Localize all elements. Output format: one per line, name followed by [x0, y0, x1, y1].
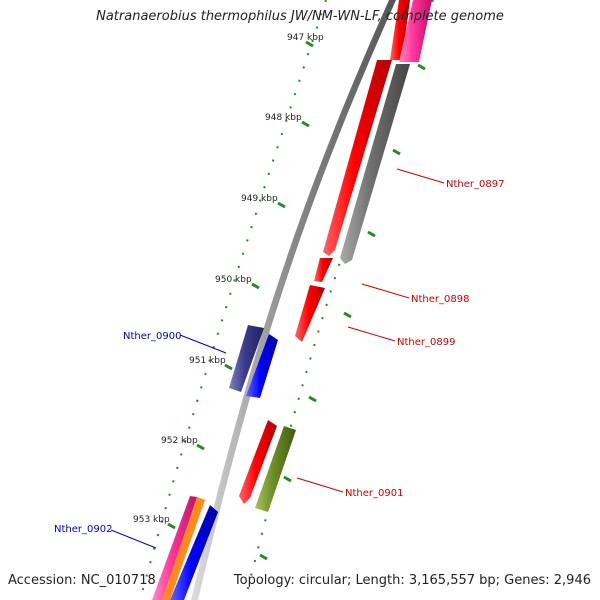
gene-nther-0898[interactable]	[314, 258, 333, 282]
gene-nther-0901-olive[interactable]	[255, 426, 296, 512]
gene-label-nther-0901[interactable]: Nther_0901	[345, 488, 403, 499]
scale-major-ticks	[167, 40, 314, 530]
gene-nther-0899[interactable]	[295, 285, 325, 342]
gene-label-nther-0897[interactable]: Nther_0897	[446, 179, 504, 190]
scale-label-951: 951 kbp	[189, 356, 226, 366]
accession-text: Accession: NC_010718	[8, 573, 156, 588]
gene-label-nther-0899[interactable]: Nther_0899	[397, 337, 455, 348]
gene-leader-lines	[110, 168, 445, 549]
scale-major-ticks-outer	[259, 63, 426, 561]
scale-label-949: 949 kbp	[241, 194, 278, 204]
gene-label-nther-0898[interactable]: Nther_0898	[411, 294, 469, 305]
gene-label-nther-0900[interactable]: Nther_0900	[123, 331, 181, 342]
gene-nther-0902-blue[interactable]	[170, 505, 218, 600]
topology-summary: Topology: circular; Length: 3,165,557 bp…	[233, 573, 591, 588]
scale-label-948: 948 kbp	[265, 113, 302, 123]
scale-label-953: 953 kbp	[133, 515, 170, 525]
gene-nther-0897-gray[interactable]	[340, 64, 410, 264]
gene-label-nther-0902[interactable]: Nther_0902	[54, 524, 112, 535]
genome-backbone	[191, 0, 396, 600]
gene-nther-0902-orange[interactable]	[162, 497, 205, 600]
gene-nther-0900-blue[interactable]	[246, 334, 278, 398]
gene-top-magenta[interactable]	[399, 0, 432, 62]
gene-nther-0902-magenta[interactable]	[152, 496, 197, 600]
gene-nther-0901-red[interactable]	[239, 420, 277, 504]
scale-label-950: 950 kbp	[215, 275, 252, 285]
scale-arc-inner	[139, 0, 327, 600]
scale-label-947: 947 kbp	[287, 33, 324, 43]
gene-nther-0897-forward[interactable]	[323, 60, 392, 256]
genome-title: Natranaerobius thermophilus JW/NM-WN-LF,…	[96, 9, 504, 24]
scale-label-952: 952 kbp	[161, 436, 198, 446]
gene-nther-0900-navy[interactable]	[229, 325, 264, 392]
gene-top-red[interactable]	[390, 0, 410, 60]
